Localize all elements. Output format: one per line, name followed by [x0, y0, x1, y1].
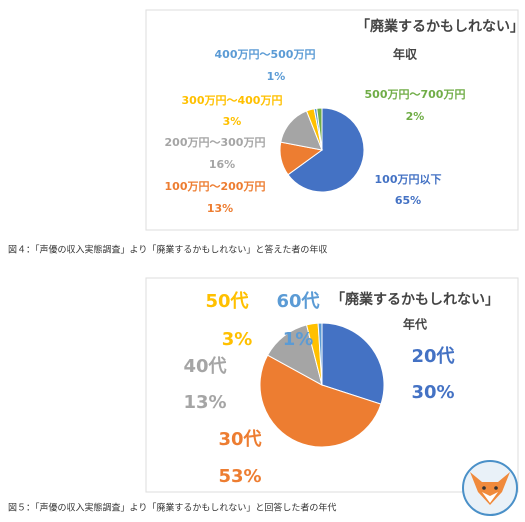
- slice-value-label: 3%: [223, 115, 242, 128]
- slice-value-label: 53%: [218, 466, 261, 487]
- chart-frame: [145, 9, 519, 231]
- slice-label: 500万円～700万円: [365, 88, 466, 101]
- chart-title: 「廃業するかもしれない」: [331, 291, 499, 308]
- slice-value-label: 2%: [406, 110, 425, 123]
- slice-value-label: 65%: [395, 194, 421, 207]
- pie-slice: [287, 107, 365, 193]
- chart-title: 「廃業するかもしれない」: [356, 18, 524, 35]
- fox-icon: [462, 460, 518, 516]
- pie-slice: [317, 322, 323, 386]
- slice-label: 200万円～300万円: [165, 136, 266, 149]
- slice-label: 100万円～200万円: [165, 180, 266, 193]
- slice-label: 300万円～400万円: [182, 94, 283, 107]
- slice-value-label: 16%: [209, 158, 235, 171]
- caption: 図４：「声優の収入実態調査」より「廃業するかもしれない」と答えた者の年収: [8, 244, 327, 256]
- slice-value-label: 1%: [283, 329, 314, 350]
- slice-label: 400万円～500万円: [215, 48, 316, 61]
- slice-label: 30代: [218, 429, 261, 450]
- chart-subtitle: 年代: [403, 317, 427, 332]
- slice-value-label: 13%: [207, 202, 233, 215]
- caption: 図５：「声優の収入実態調査」より「廃業するかもしれない」と回答した者の年代: [8, 502, 336, 514]
- slice-label: 40代: [183, 356, 226, 377]
- pie-slice: [321, 322, 385, 405]
- chart-frame: [145, 277, 519, 493]
- slice-label: 60代: [276, 291, 319, 312]
- slice-value-label: 13%: [183, 392, 226, 413]
- pie-slice: [259, 354, 382, 448]
- pie-slice: [316, 107, 323, 151]
- slice-value-label: 3%: [222, 329, 253, 350]
- chart-subtitle: 年収: [393, 47, 418, 62]
- slice-label: 100万円以下: [375, 173, 442, 186]
- slice-label: 50代: [205, 291, 248, 312]
- slice-value-label: 1%: [267, 70, 286, 83]
- slice-label: 20代: [411, 346, 454, 367]
- slice-value-label: 30%: [411, 382, 454, 403]
